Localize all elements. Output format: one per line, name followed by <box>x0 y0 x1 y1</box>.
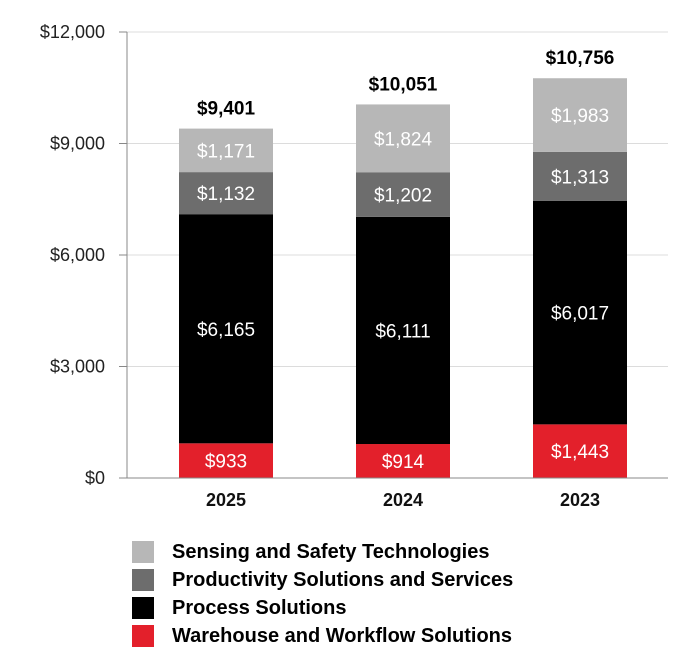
data-label: $1,202 <box>374 186 432 207</box>
y-tick-label: $9,000 <box>50 134 105 154</box>
bar-segment <box>179 443 273 478</box>
data-label: $1,443 <box>551 442 609 463</box>
data-label: $6,165 <box>197 320 255 341</box>
x-tick-label: 2025 <box>206 490 246 510</box>
legend-label: Productivity Solutions and Services <box>172 568 514 591</box>
bar-segment <box>179 172 273 215</box>
legend-item-process: Process Solutions <box>132 594 513 622</box>
y-tick-label: $0 <box>85 468 105 488</box>
bar-segment <box>533 200 627 425</box>
legend-item-sensing: Sensing and Safety Technologies <box>132 538 513 566</box>
legend-swatch <box>132 569 154 591</box>
data-label: $1,983 <box>551 106 609 127</box>
total-label: $10,756 <box>546 48 615 69</box>
data-label: $6,111 <box>375 321 430 342</box>
bar-segment <box>179 214 273 444</box>
x-tick-label: 2023 <box>560 490 600 510</box>
data-label: $1,132 <box>197 184 255 205</box>
stacked-bar-chart: $0 $3,000 $6,000 $9,000 $12,000 $933 $6,165 $1,… <box>40 22 668 510</box>
data-label: $1,824 <box>374 129 433 150</box>
y-tick-label: $3,000 <box>50 357 105 377</box>
legend-item-warehouse: Warehouse and Workflow Solutions <box>132 622 513 650</box>
legend-label: Process Solutions <box>172 596 347 619</box>
legend-label: Warehouse and Workflow Solutions <box>172 624 513 647</box>
x-tick-label: 2024 <box>383 490 423 510</box>
data-label: $1,171 <box>197 141 255 162</box>
total-label: $10,051 <box>369 74 438 95</box>
data-label: $914 <box>382 452 425 473</box>
legend-swatch <box>132 597 154 619</box>
legend-swatch <box>132 625 154 647</box>
legend-label: Sensing and Safety Technologies <box>172 540 490 563</box>
total-label: $9,401 <box>197 99 256 120</box>
y-tick-label: $6,000 <box>50 245 105 265</box>
y-tick-label: $12,000 <box>40 22 105 42</box>
bar-segment <box>179 128 273 173</box>
bar-segment <box>533 151 627 201</box>
data-label: $6,017 <box>551 304 609 325</box>
legend-item-productivity: Productivity Solutions and Services <box>132 566 513 594</box>
legend-swatch <box>132 541 154 563</box>
data-label: $933 <box>205 452 247 473</box>
bar-segment <box>356 172 450 217</box>
bar-segment <box>533 78 627 152</box>
data-label: $1,313 <box>551 167 609 188</box>
legend: Sensing and Safety Technologies Producti… <box>132 538 513 650</box>
bar-segment <box>356 444 450 478</box>
bar-segment <box>356 104 450 173</box>
bar-segment <box>533 424 627 478</box>
bar-segment <box>356 216 450 445</box>
